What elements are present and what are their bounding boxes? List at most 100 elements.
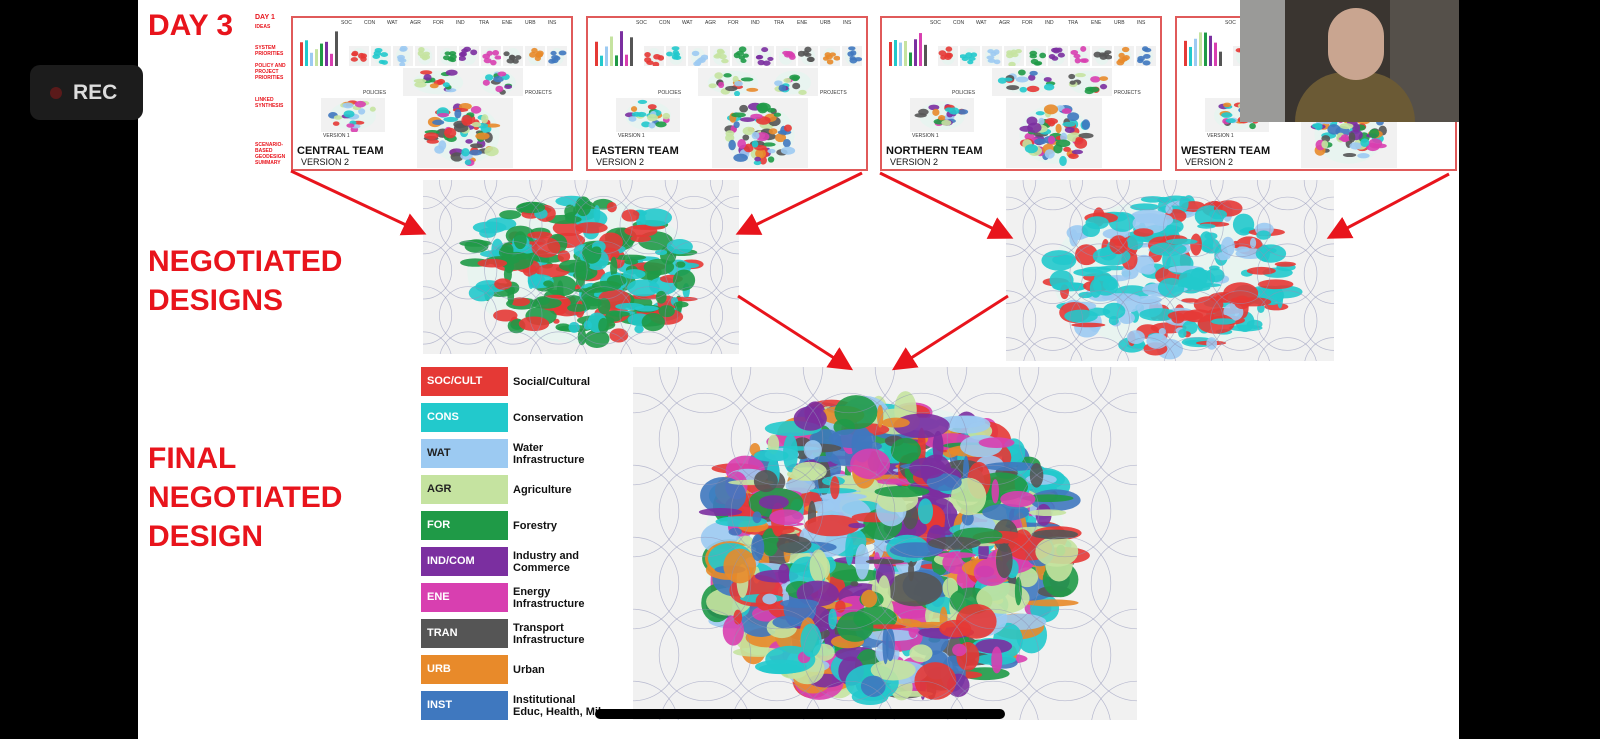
legend-swatch: WAT	[421, 439, 508, 468]
thumb-bar	[1204, 32, 1207, 66]
zone	[1349, 142, 1362, 150]
zone	[849, 57, 858, 64]
grid-circle	[1116, 196, 1177, 258]
thumb-bar	[300, 42, 303, 66]
zone	[761, 47, 769, 53]
zone	[504, 84, 513, 89]
zone	[568, 321, 580, 333]
zone	[1123, 54, 1130, 61]
grid-circle	[484, 241, 543, 300]
legend-swatch: ENE	[421, 583, 508, 612]
zone	[945, 46, 953, 52]
zone	[716, 48, 724, 54]
zone	[732, 75, 739, 83]
zone	[1126, 235, 1144, 250]
grid-circle	[946, 536, 1040, 630]
side-label: SCENARIO-BASED GEODESIGN SUMMARY	[255, 142, 286, 166]
column-label: ENE	[1091, 20, 1102, 26]
zone	[1221, 112, 1233, 118]
thumb	[982, 46, 1002, 66]
zone	[751, 131, 760, 140]
thumb	[754, 46, 774, 66]
side-label: POLICY AND PROJECT PRIORITIES	[255, 63, 286, 81]
zone	[1085, 216, 1109, 230]
thumb-bar	[1209, 35, 1212, 66]
column-label: SOC	[1225, 20, 1236, 26]
zone	[870, 659, 916, 681]
column-label: CON	[659, 20, 671, 26]
grid-circle	[874, 392, 968, 486]
zone	[938, 115, 946, 121]
zone	[613, 254, 647, 261]
thumb-bar	[325, 41, 328, 66]
zone	[513, 231, 527, 250]
zone	[743, 143, 754, 153]
zone	[1069, 80, 1076, 85]
legend-line: Water	[513, 442, 544, 454]
zone	[991, 479, 1000, 504]
zone	[1052, 254, 1076, 265]
grid-circle	[1018, 536, 1112, 630]
thumb	[666, 46, 686, 66]
team-version: VERSION 2	[1185, 157, 1234, 167]
zone	[606, 274, 627, 287]
grid-circle	[633, 608, 680, 702]
zone	[510, 297, 531, 307]
zone	[1078, 132, 1094, 139]
zone	[1035, 536, 1079, 567]
legend-swatch: AGR	[421, 475, 508, 504]
zone	[655, 249, 668, 256]
zone	[436, 78, 446, 85]
grid-circle	[1018, 392, 1112, 486]
zone	[443, 116, 459, 123]
section-title: DESIGN	[148, 520, 264, 553]
zone	[507, 286, 515, 306]
zone	[1017, 69, 1026, 76]
zone	[752, 511, 762, 524]
thumb-bar	[610, 36, 613, 66]
zone	[783, 124, 792, 132]
grid-circle	[484, 331, 542, 354]
zone	[991, 646, 1003, 674]
zone	[1348, 132, 1356, 143]
zone	[941, 119, 952, 126]
column-label: SOC	[341, 20, 352, 26]
zone	[495, 85, 504, 93]
zone	[1089, 279, 1102, 298]
column-label: INS	[548, 20, 557, 26]
panel-label: VERSION 1	[323, 133, 350, 139]
column-label: TRA	[1068, 20, 1078, 26]
zone	[1117, 57, 1126, 64]
grid-circle	[633, 464, 680, 558]
legend-line: Urban	[513, 664, 545, 676]
zone	[418, 46, 425, 53]
grid-circle	[574, 286, 633, 345]
thumb-bar	[919, 33, 922, 66]
zone	[1047, 119, 1056, 127]
zone	[646, 60, 654, 66]
column-label: ENE	[797, 20, 808, 26]
thumb	[503, 46, 523, 66]
zone	[543, 280, 554, 287]
zone	[358, 108, 366, 115]
zone	[850, 581, 859, 587]
zone	[1151, 214, 1174, 227]
zone	[494, 55, 501, 60]
legend-label: Urban	[513, 664, 545, 676]
zone	[498, 246, 514, 259]
grid-circle	[529, 241, 588, 300]
zone	[471, 121, 482, 128]
zone	[536, 50, 544, 56]
zone	[754, 449, 789, 462]
grid-circle	[1163, 196, 1224, 258]
zone	[975, 638, 1013, 654]
zone	[1080, 46, 1087, 52]
arrow	[735, 171, 863, 235]
zone	[1137, 55, 1145, 62]
zone	[1257, 279, 1294, 290]
zone	[1250, 237, 1257, 249]
thumb	[644, 46, 664, 66]
zone	[1071, 149, 1084, 155]
zone	[874, 485, 930, 498]
legend-line: Social/Cultural	[513, 376, 591, 388]
